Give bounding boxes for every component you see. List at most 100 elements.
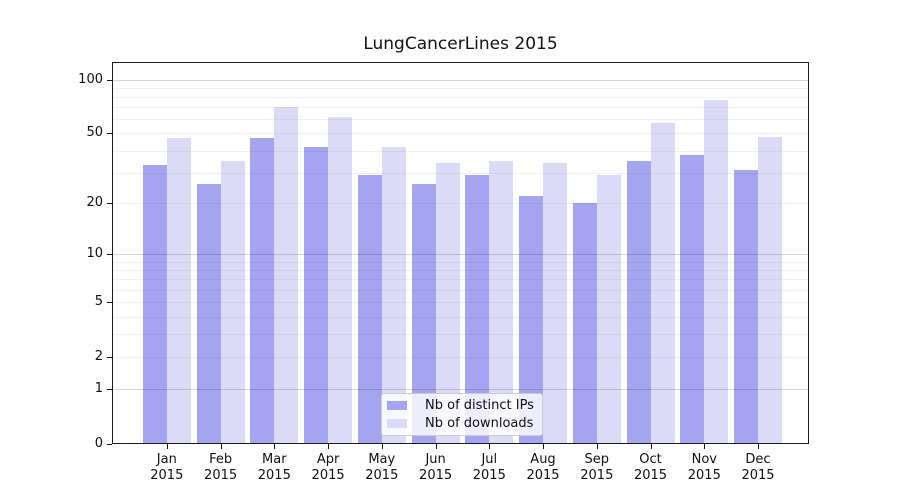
x-tick-month: Sep: [584, 452, 610, 467]
chart-title: LungCancerLines 2015: [363, 34, 558, 54]
y-tick: [107, 203, 112, 204]
y-tick-label: 0: [94, 435, 103, 451]
gridline-minor: [113, 88, 808, 89]
x-tick-label: Feb 2015: [193, 452, 249, 484]
bar-downloads-nov: [704, 99, 729, 443]
x-tick: [704, 444, 705, 449]
gridline-minor: [113, 290, 808, 291]
gridline-minor: [113, 317, 808, 318]
x-tick-year: 2015: [204, 468, 238, 483]
x-tick-month: Aug: [530, 452, 556, 467]
x-tick: [328, 444, 329, 449]
x-tick-label: Dec 2015: [730, 452, 786, 484]
bar-distinct-ips-feb: [196, 183, 221, 443]
bar-distinct-ips-oct: [626, 160, 651, 443]
x-tick-month: Jul: [481, 452, 498, 467]
bar-distinct-ips-mar: [250, 138, 275, 443]
x-tick-label: Jun 2015: [408, 452, 464, 484]
y-tick-label: 10: [86, 246, 103, 262]
y-tick: [107, 133, 112, 134]
gridline-minor: [113, 203, 808, 204]
x-tick-month: May: [368, 452, 396, 467]
x-tick: [436, 444, 437, 449]
gridline-major: [113, 80, 808, 81]
bar-downloads-sep: [596, 175, 621, 443]
gridline-minor: [113, 302, 808, 303]
x-tick-label: Aug 2015: [515, 452, 571, 484]
x-tick: [274, 444, 275, 449]
x-tick-label: Nov 2015: [676, 452, 732, 484]
bar-downloads-dec: [758, 136, 782, 443]
x-tick: [543, 444, 544, 449]
x-tick-label: Jul 2015: [461, 452, 517, 484]
bar-distinct-ips-dec: [734, 170, 758, 443]
y-tick-label: 5: [94, 294, 103, 310]
bar-distinct-ips-may: [357, 175, 382, 443]
x-tick-year: 2015: [365, 468, 399, 483]
gridline-minor: [113, 151, 808, 152]
y-tick-label: 2: [94, 348, 103, 364]
x-tick-year: 2015: [311, 468, 345, 483]
legend: Nb of distinct IPs Nb of downloads: [381, 393, 543, 436]
x-tick-year: 2015: [633, 468, 668, 483]
x-tick-year: 2015: [419, 468, 453, 483]
x-tick-year: 2015: [472, 468, 506, 483]
y-tick: [107, 357, 112, 358]
legend-label-distinct-ips: Nb of distinct IPs: [425, 398, 534, 414]
x-tick-year: 2015: [687, 468, 721, 483]
x-tick: [651, 444, 652, 449]
x-tick-label: Mar 2015: [246, 452, 302, 484]
x-tick-month: Apr: [316, 452, 340, 467]
x-tick-month: Mar: [262, 452, 287, 467]
bar-downloads-oct: [650, 123, 675, 443]
x-tick-month: Jun: [425, 452, 446, 467]
x-tick: [167, 444, 168, 449]
plot-area: [112, 62, 809, 444]
legend-swatch-distinct-ips: [387, 401, 407, 411]
x-tick-month: Nov: [691, 452, 717, 467]
gridline-minor: [113, 133, 808, 134]
bar-downloads-apr: [328, 116, 353, 443]
gridline-minor: [113, 357, 808, 358]
legend-label-downloads: Nb of downloads: [425, 415, 534, 431]
bar-downloads-mar: [274, 107, 299, 443]
y-tick: [107, 254, 112, 255]
y-tick-label: 1: [94, 380, 103, 396]
gridline-minor: [113, 279, 808, 280]
legend-swatch-downloads: [387, 418, 407, 428]
gridline-major: [113, 389, 808, 390]
x-tick-year: 2015: [741, 468, 775, 483]
x-tick-label: May 2015: [354, 452, 410, 484]
bar-downloads-aug: [543, 163, 567, 443]
gridline-minor: [113, 119, 808, 120]
x-tick-month: Oct: [639, 452, 662, 467]
gridline-major: [113, 254, 808, 255]
x-tick: [758, 444, 759, 449]
bar-distinct-ips-jan: [142, 165, 167, 443]
x-tick: [382, 444, 383, 449]
bar-distinct-ips-nov: [680, 154, 705, 443]
x-tick-month: Jan: [156, 452, 177, 467]
y-tick-label: 50: [86, 125, 103, 141]
x-tick: [221, 444, 222, 449]
x-tick: [597, 444, 598, 449]
gridline-minor: [113, 97, 808, 98]
gridline-minor: [113, 107, 808, 108]
x-tick-month: Dec: [745, 452, 771, 467]
y-tick: [107, 444, 112, 445]
x-tick-label: Sep 2015: [569, 452, 625, 484]
gridline-minor: [113, 270, 808, 271]
x-tick-label: Oct 2015: [623, 452, 679, 484]
x-tick-year: 2015: [257, 468, 291, 483]
x-tick-label: Apr 2015: [300, 452, 356, 484]
bar-distinct-ips-sep: [572, 203, 597, 443]
y-tick: [107, 389, 112, 390]
y-tick-label: 100: [78, 71, 103, 87]
legend-item-distinct-ips: Nb of distinct IPs: [387, 397, 534, 414]
gridline-minor: [113, 334, 808, 335]
x-tick: [489, 444, 490, 449]
bar-downloads-jan: [166, 138, 191, 443]
legend-item-downloads: Nb of downloads: [387, 415, 534, 432]
y-tick-label: 20: [86, 195, 103, 211]
